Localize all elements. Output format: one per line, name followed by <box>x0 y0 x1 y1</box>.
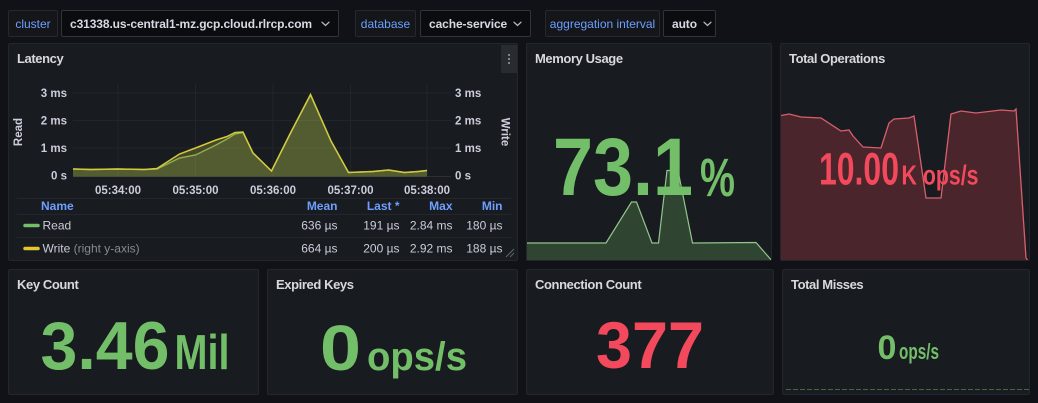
svg-text:1 ms: 1 ms <box>455 143 481 155</box>
svg-text:05:38:00: 05:38:00 <box>404 185 450 197</box>
svg-text:05:36:00: 05:36:00 <box>250 185 296 197</box>
svg-text:Write: Write <box>499 118 511 147</box>
svg-text:Max: Max <box>429 199 453 213</box>
svg-text:Mean: Mean <box>307 199 338 213</box>
svg-text:200 µs: 200 µs <box>363 242 399 256</box>
svg-text:Read: Read <box>13 118 25 146</box>
svg-text:Last *: Last * <box>367 199 400 213</box>
svg-text:2 ms: 2 ms <box>455 116 481 128</box>
svg-text:Read: Read <box>43 219 72 233</box>
svg-text:0 s: 0 s <box>455 171 471 183</box>
svg-text:1 ms: 1 ms <box>41 143 67 155</box>
svg-text:377: 377 <box>596 308 704 382</box>
svg-text:180 µs: 180 µs <box>466 219 502 233</box>
svg-text:3.46: 3.46 <box>41 308 170 384</box>
svg-text:0: 0 <box>320 312 361 384</box>
svg-text:2.84 ms: 2.84 ms <box>410 219 453 233</box>
svg-text:2.92 ms: 2.92 ms <box>410 242 453 256</box>
svg-text:05:37:00: 05:37:00 <box>327 185 373 197</box>
svg-text:191 µs: 191 µs <box>363 219 399 233</box>
svg-text:%: % <box>700 148 735 208</box>
svg-text:05:34:00: 05:34:00 <box>95 185 141 197</box>
svg-text:Write (right y-axis): Write (right y-axis) <box>43 242 140 256</box>
svg-text:Name: Name <box>41 199 74 213</box>
svg-text:10.00: 10.00 <box>819 144 899 195</box>
svg-text:K ops/s: K ops/s <box>902 160 979 191</box>
svg-text:Mil: Mil <box>175 326 230 380</box>
svg-text:05:35:00: 05:35:00 <box>172 185 218 197</box>
svg-text:664 µs: 664 µs <box>301 242 337 256</box>
svg-text:636 µs: 636 µs <box>301 219 337 233</box>
svg-text:ops/s: ops/s <box>367 335 467 379</box>
svg-text:2 ms: 2 ms <box>41 116 67 128</box>
svg-text:ops/s: ops/s <box>899 339 939 364</box>
svg-text:73.1: 73.1 <box>553 122 693 213</box>
svg-text:3 ms: 3 ms <box>455 88 481 100</box>
svg-text:Min: Min <box>482 199 503 213</box>
svg-text:0 s: 0 s <box>51 171 67 183</box>
svg-text:188 µs: 188 µs <box>466 242 502 256</box>
svg-text:3 ms: 3 ms <box>41 88 67 100</box>
svg-text:0: 0 <box>878 329 897 367</box>
